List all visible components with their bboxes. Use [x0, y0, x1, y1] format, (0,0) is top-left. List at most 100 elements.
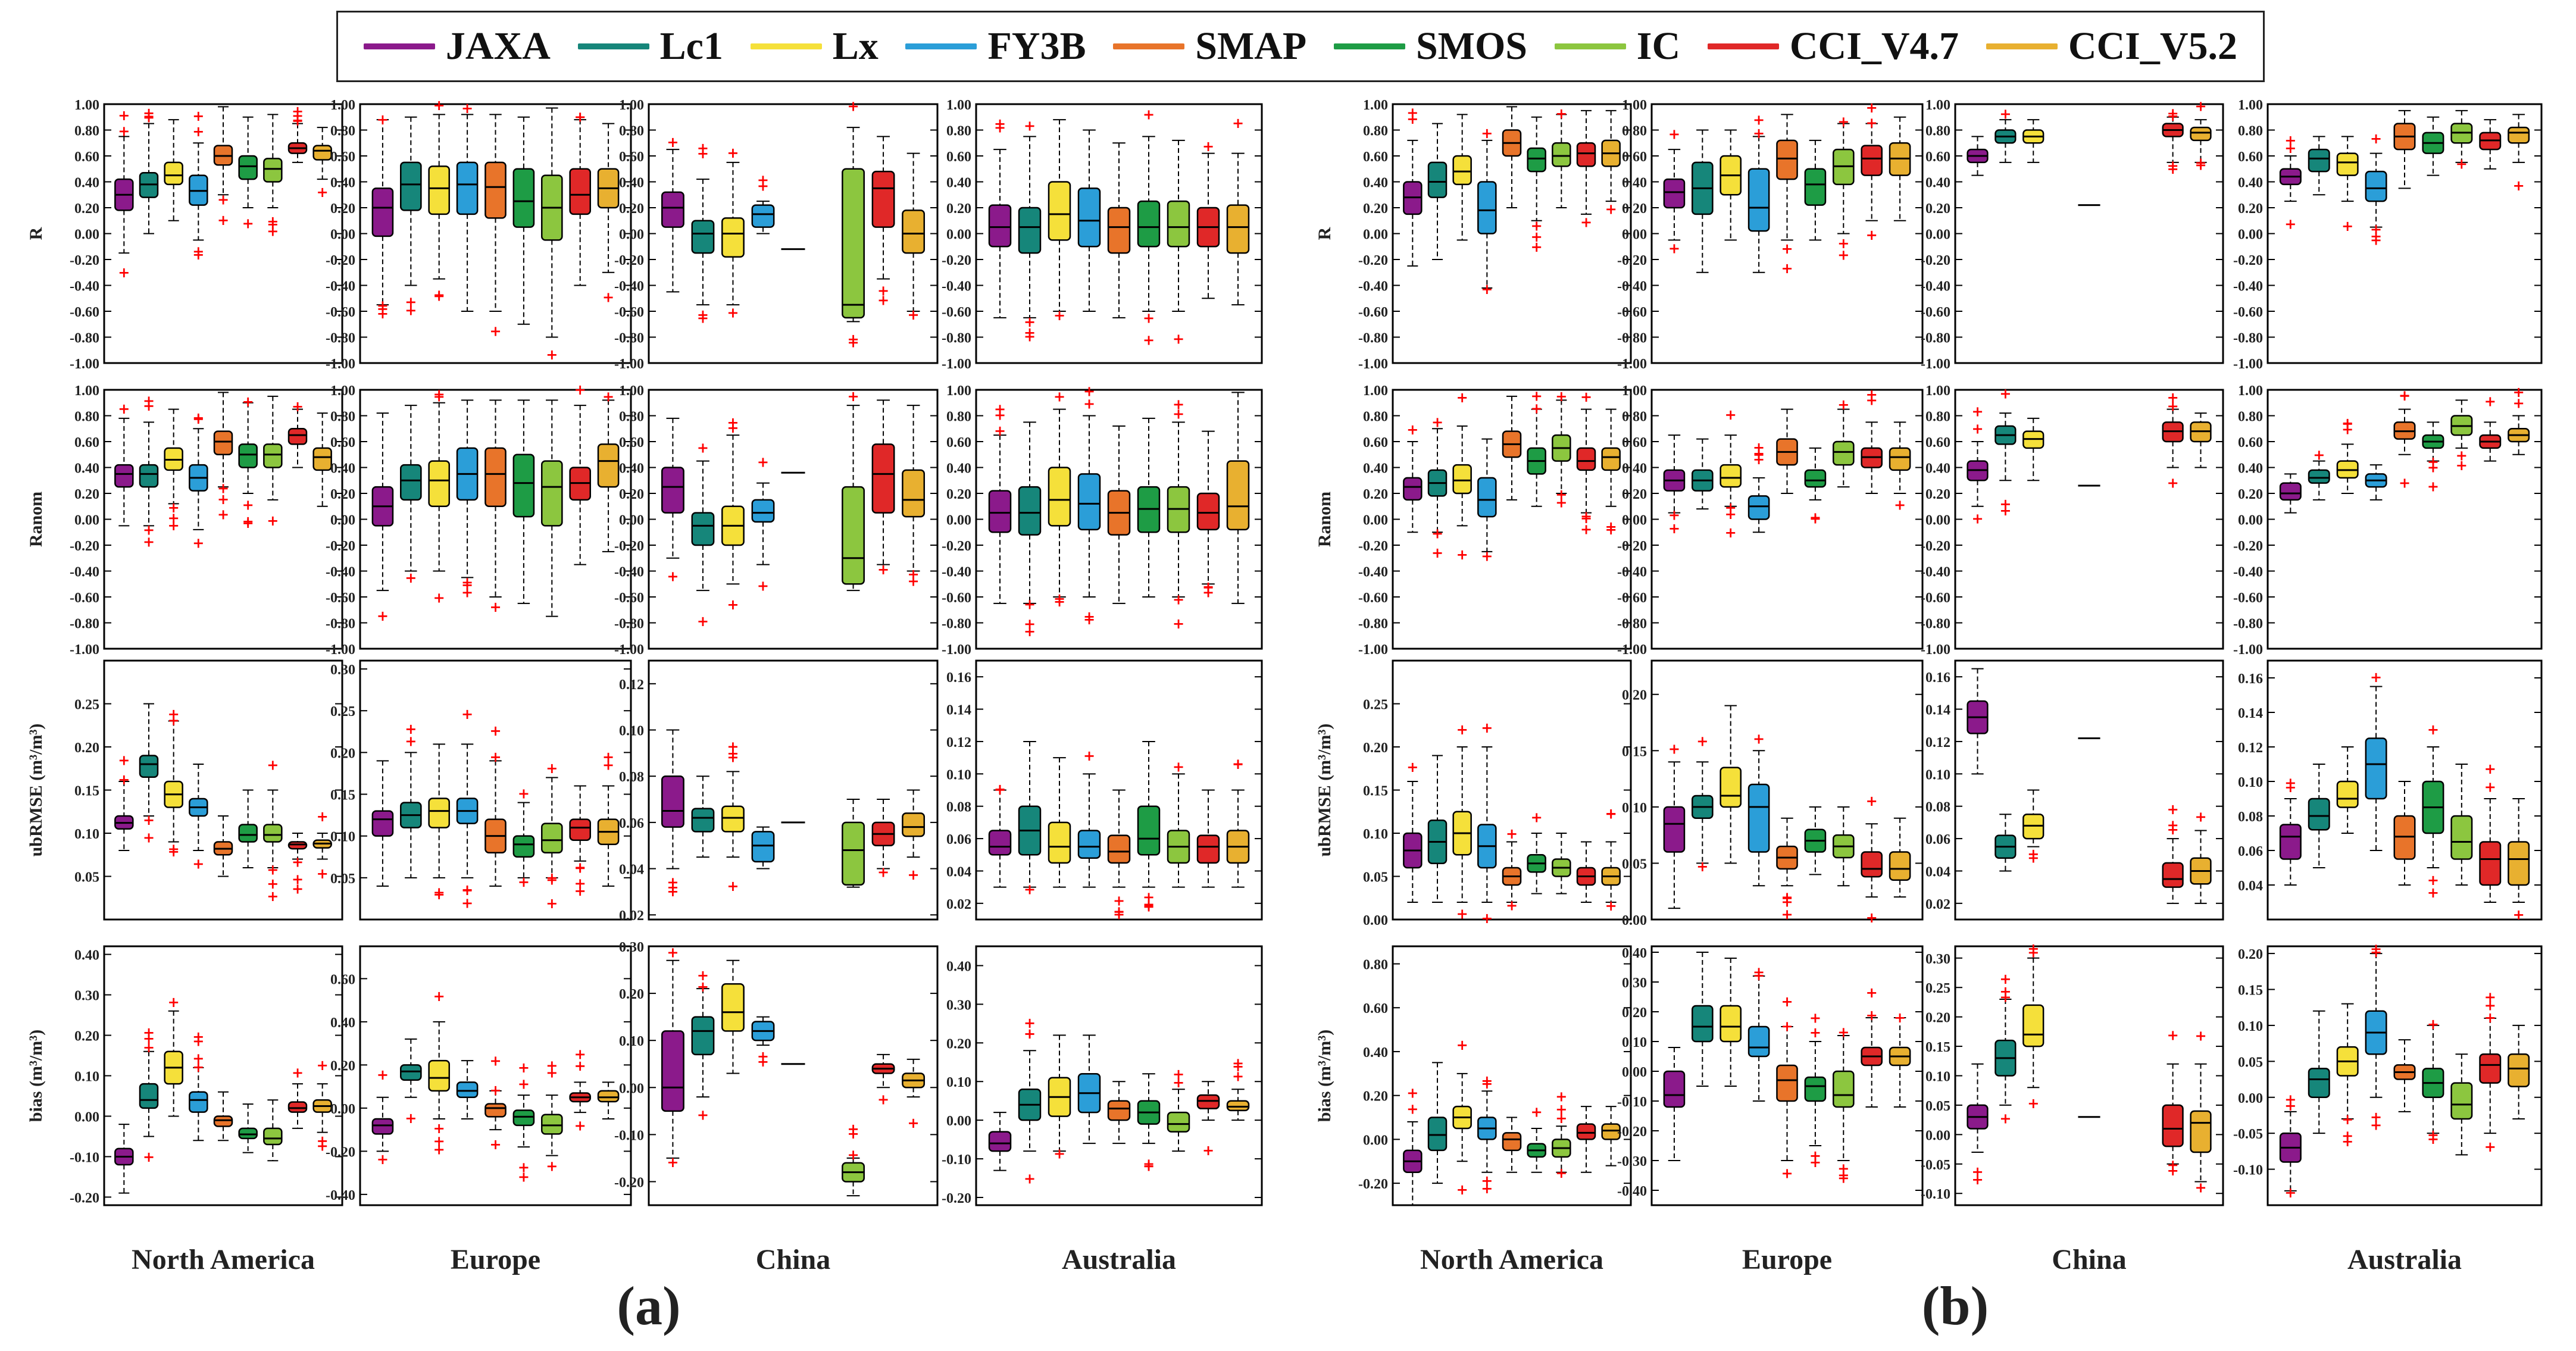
- box-ic: [540, 399, 563, 617]
- box-ic: ++: [1167, 1066, 1190, 1152]
- box-ic: +: [1167, 758, 1190, 888]
- y-tick-label: 1.00: [2238, 383, 2263, 399]
- y-tick-label: 0.80: [2238, 409, 2263, 425]
- outlier-marker: +: [1456, 721, 1468, 738]
- y-tick-label: 0.00: [1363, 913, 1388, 928]
- box-ic: [263, 1099, 283, 1162]
- outlier-marker: +: [574, 1058, 586, 1074]
- outlier-marker: +: [1753, 125, 1765, 142]
- y-tick-label: 0.60: [1925, 435, 1950, 451]
- outlier-marker: +: [2341, 1128, 2353, 1144]
- y-tick-label: 0.40: [1363, 461, 1388, 477]
- outlier-marker: +: [1113, 893, 1125, 909]
- box-smap: + + +: [484, 1052, 507, 1153]
- box-lc1: +++: [1994, 385, 2017, 519]
- iqr-box: [164, 161, 183, 186]
- iqr-box: [1077, 473, 1101, 531]
- y-tick-label: 0.10: [946, 1075, 971, 1090]
- box-cci-v4-7: ++: [1861, 793, 1883, 926]
- outlier-marker: +: [877, 864, 889, 880]
- y-tick-label: 1.00: [619, 98, 644, 113]
- box-lx: +++: [1048, 389, 1071, 610]
- outlier-marker: +: [1053, 1146, 1065, 1162]
- box-jaxa: [371, 760, 394, 887]
- iqr-box: [238, 824, 258, 843]
- outlier-marker: +: [908, 1115, 920, 1131]
- outlier-marker: +: [994, 423, 1006, 439]
- y-tick-label: 0.00: [1622, 1065, 1647, 1080]
- outlier-marker: +: [292, 398, 304, 415]
- box-lc1: [2308, 136, 2330, 196]
- box-ic: [842, 799, 865, 888]
- outlier-marker: +: [1555, 495, 1567, 511]
- axes-frame: [1650, 659, 1924, 921]
- box-smap: [1502, 1117, 1522, 1173]
- outlier-marker: +: [192, 1028, 204, 1045]
- box-fy3b: ++: [1477, 125, 1497, 298]
- outlier-marker: +: [2167, 1027, 2179, 1044]
- outlier-marker: +: [1456, 906, 1468, 922]
- outlier-marker: +: [2284, 1184, 2296, 1201]
- outlier-marker: +: [1725, 506, 1737, 523]
- y-tick-label: 0.80: [74, 409, 99, 425]
- iqr-box: [213, 1115, 233, 1127]
- iqr-box: [1226, 204, 1250, 254]
- y-tick-label: 0.40: [74, 461, 99, 477]
- outlier-marker: +: [267, 223, 279, 239]
- box-smap: [1107, 142, 1131, 318]
- axes-frame: [648, 945, 939, 1206]
- y-tick-label: 1.00: [74, 98, 99, 113]
- iqr-box: [2508, 126, 2530, 144]
- outlier-marker: +: [317, 1057, 329, 1074]
- box-cci-v4-7: ++++: [2162, 105, 2184, 177]
- outlier-marker: +: [377, 1067, 389, 1083]
- iqr-box: [400, 161, 422, 211]
- box-lx: [2336, 746, 2359, 834]
- outlier-marker: +: [2427, 1127, 2439, 1143]
- y-tick-label: 0.12: [2238, 740, 2263, 756]
- y-tick-label: 0.16: [1925, 670, 1950, 686]
- outlier-marker: +: [267, 875, 279, 892]
- iqr-box: [988, 1131, 1012, 1152]
- y-axis-label: ubRMSE (m³/m³): [26, 724, 46, 857]
- box-smos: + + +: [1137, 107, 1161, 348]
- outlier-marker: +: [1143, 309, 1155, 326]
- y-tick-label: 0.00: [330, 1102, 355, 1117]
- outlier-marker: +: [2456, 155, 2468, 172]
- y-tick-label: 0.40: [1363, 1045, 1388, 1061]
- box-cci-v5-2: [1889, 817, 1911, 898]
- iqr-box: [512, 835, 535, 858]
- y-tick-label: 0.00: [1622, 913, 1647, 928]
- y-tick-label: -0.20: [1921, 253, 1950, 268]
- y-tick-label: -0.20: [1617, 253, 1647, 268]
- outlier-marker: +: [1431, 414, 1443, 431]
- outlier-marker: +: [518, 1168, 530, 1185]
- iqr-box: [400, 1064, 422, 1081]
- y-tick-label: 0.06: [2238, 844, 2263, 859]
- y-tick-label: 0.30: [330, 662, 355, 678]
- iqr-box: [597, 1090, 620, 1103]
- box-fy3b: ++: [751, 454, 775, 594]
- outlier-marker: +: [2027, 846, 2039, 862]
- iqr-box: [1427, 1117, 1448, 1152]
- box-lx: +: [164, 994, 183, 1117]
- iqr-box: [1477, 181, 1497, 234]
- outlier-marker: +: [1999, 502, 2011, 519]
- region-label: Europe: [1742, 1244, 1832, 1275]
- iqr-box: [751, 499, 775, 523]
- y-tick-label: 0.30: [946, 997, 971, 1013]
- outlier-marker: +: [697, 145, 709, 162]
- iqr-box: [1747, 495, 1770, 520]
- outlier-marker: +: [1866, 227, 1878, 243]
- outlier-marker: +: [602, 388, 614, 405]
- outlier-marker: +: [1173, 406, 1184, 423]
- outlier-marker: +: [1024, 881, 1036, 897]
- box-smap: ++++: [1776, 817, 1798, 923]
- outlier-marker: +: [1555, 1089, 1567, 1105]
- iqr-box: [2279, 482, 2302, 501]
- box-cci-v4-7: [1576, 1106, 1596, 1173]
- y-tick-label: -0.80: [614, 331, 644, 346]
- outlier-marker: +: [433, 286, 445, 303]
- y-tick-label: 0.10: [2238, 1019, 2263, 1034]
- legend-label: CCI_V4.7: [1789, 24, 1959, 68]
